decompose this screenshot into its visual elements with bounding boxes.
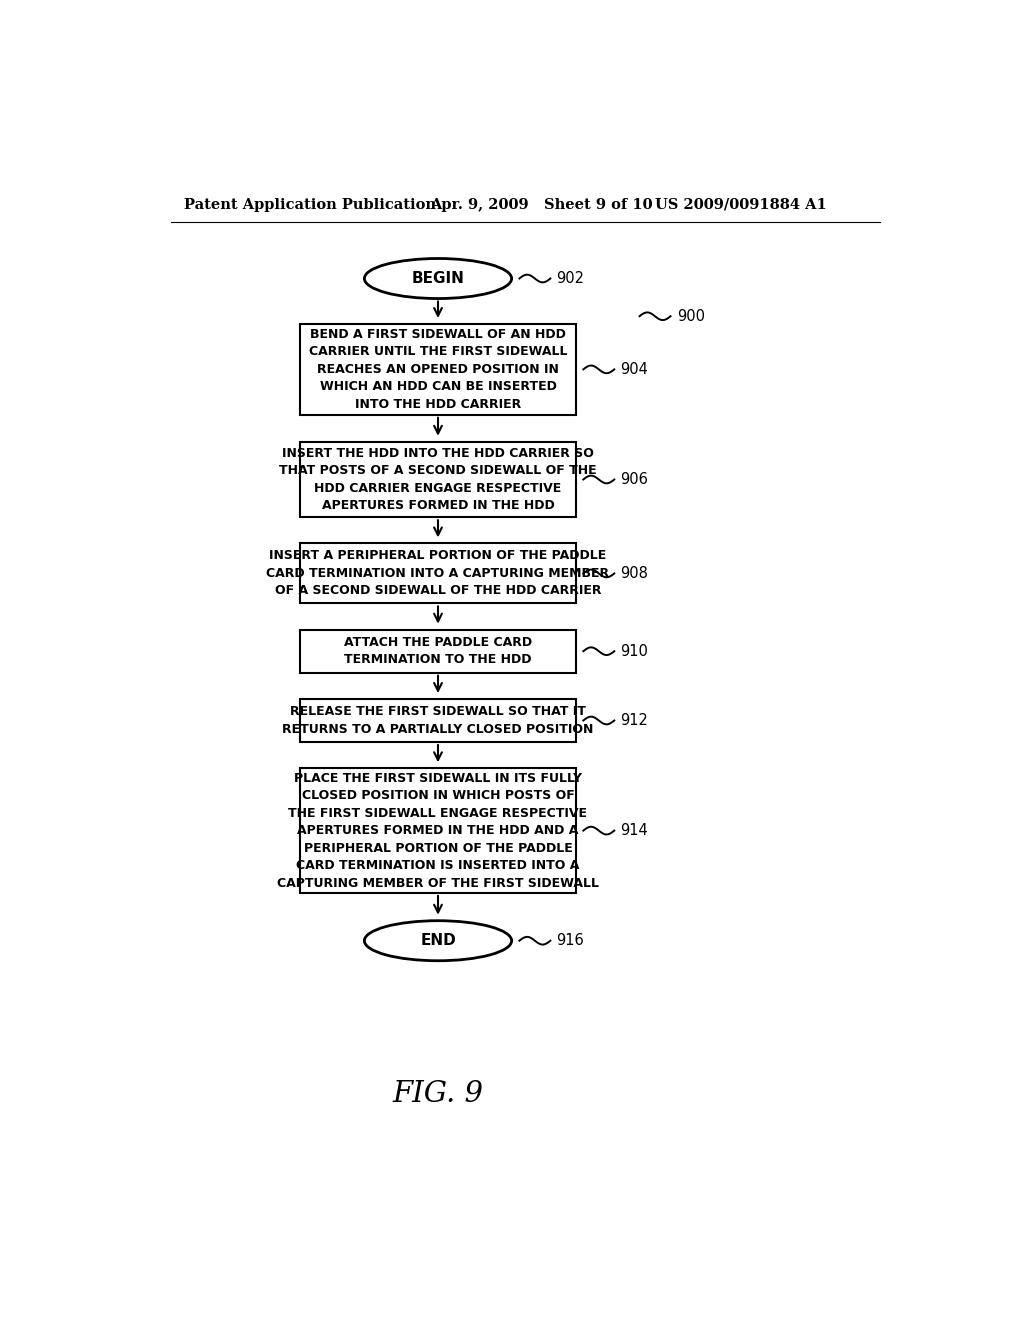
Text: INSERT A PERIPHERAL PORTION OF THE PADDLE
CARD TERMINATION INTO A CAPTURING MEMB: INSERT A PERIPHERAL PORTION OF THE PADDL… <box>266 549 609 598</box>
Text: 910: 910 <box>621 644 648 659</box>
Text: ATTACH THE PADDLE CARD
TERMINATION TO THE HDD: ATTACH THE PADDLE CARD TERMINATION TO TH… <box>344 636 532 667</box>
Text: 902: 902 <box>557 271 585 286</box>
Text: Patent Application Publication: Patent Application Publication <box>183 198 436 211</box>
FancyBboxPatch shape <box>300 700 575 742</box>
Text: RELEASE THE FIRST SIDEWALL SO THAT IT
RETURNS TO A PARTIALLY CLOSED POSITION: RELEASE THE FIRST SIDEWALL SO THAT IT RE… <box>283 705 594 735</box>
Text: END: END <box>420 933 456 948</box>
Text: US 2009/0091884 A1: US 2009/0091884 A1 <box>655 198 826 211</box>
Text: 908: 908 <box>621 566 648 581</box>
FancyBboxPatch shape <box>300 630 575 673</box>
FancyBboxPatch shape <box>300 544 575 603</box>
Ellipse shape <box>365 259 512 298</box>
FancyBboxPatch shape <box>300 768 575 892</box>
Text: 912: 912 <box>621 713 648 729</box>
Text: 904: 904 <box>621 362 648 378</box>
Text: PLACE THE FIRST SIDEWALL IN ITS FULLY
CLOSED POSITION IN WHICH POSTS OF
THE FIRS: PLACE THE FIRST SIDEWALL IN ITS FULLY CL… <box>278 772 599 890</box>
Text: 900: 900 <box>677 309 705 323</box>
Text: 914: 914 <box>621 824 648 838</box>
Text: FIG. 9: FIG. 9 <box>392 1080 483 1107</box>
Text: 916: 916 <box>557 933 585 948</box>
Text: BEND A FIRST SIDEWALL OF AN HDD
CARRIER UNTIL THE FIRST SIDEWALL
REACHES AN OPEN: BEND A FIRST SIDEWALL OF AN HDD CARRIER … <box>309 327 567 411</box>
FancyBboxPatch shape <box>300 442 575 517</box>
FancyBboxPatch shape <box>300 323 575 414</box>
Text: 906: 906 <box>621 473 648 487</box>
Text: INSERT THE HDD INTO THE HDD CARRIER SO
THAT POSTS OF A SECOND SIDEWALL OF THE
HD: INSERT THE HDD INTO THE HDD CARRIER SO T… <box>280 446 597 512</box>
Text: Apr. 9, 2009   Sheet 9 of 10: Apr. 9, 2009 Sheet 9 of 10 <box>430 198 653 211</box>
Ellipse shape <box>365 921 512 961</box>
Text: BEGIN: BEGIN <box>412 271 465 286</box>
